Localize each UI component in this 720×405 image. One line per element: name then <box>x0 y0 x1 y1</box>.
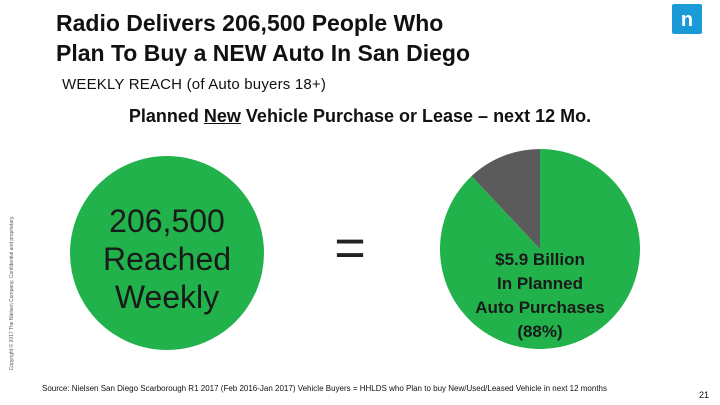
title-line-2: Plan To Buy a NEW Auto In San Diego <box>56 40 471 66</box>
pie-slices <box>440 149 640 349</box>
nielsen-logo-icon: n <box>672 4 702 34</box>
title-line-1: Radio Delivers 206,500 People Who <box>56 10 444 36</box>
reach-word-weekly: Weekly <box>114 279 220 315</box>
source-note: Source: Nielsen San Diego Scarborough R1… <box>42 384 607 393</box>
reach-circle <box>70 156 264 350</box>
reach-word-reached: Reached <box>102 241 232 277</box>
logo-letter: n <box>681 9 693 31</box>
pie-label: $5.9 Billion In Planned Auto Purchases (… <box>443 248 637 344</box>
reach-label: 206,500 Reached Weekly <box>70 202 264 316</box>
heading-underlined-new: New <box>203 106 241 126</box>
heading-pre: Planned <box>128 106 204 126</box>
reach-number: 206,500 <box>109 203 225 239</box>
subtitle: WEEKLY REACH (of Auto buyers 18+) <box>62 76 327 93</box>
chart-heading: Planned New Vehicle Purchase or Lease – … <box>0 106 720 127</box>
logo-graphic: n <box>681 9 693 31</box>
pie-label-amount: $5.9 Billion <box>495 250 585 269</box>
slide-title: Radio Delivers 206,500 People Who Plan T… <box>56 8 616 68</box>
pie-label-planned: In Planned <box>497 274 583 293</box>
heading-post: Vehicle Purchase or Lease – next 12 Mo. <box>240 106 592 126</box>
equals-sign: = <box>334 218 366 278</box>
pie-slice-other <box>471 149 540 249</box>
pie-label-purchases: Auto Purchases <box>475 298 605 317</box>
page-number: 21 <box>699 390 710 400</box>
pie-label-percent: (88%) <box>517 322 563 341</box>
